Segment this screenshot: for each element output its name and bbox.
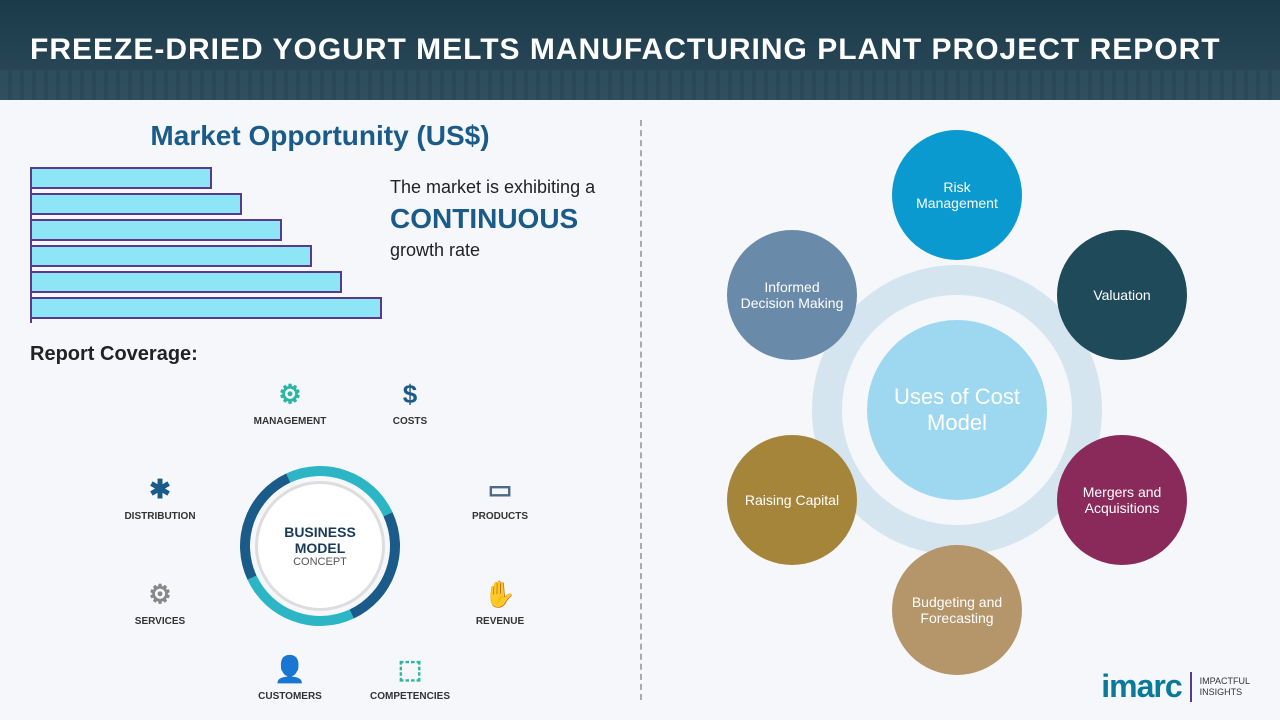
bar [32, 219, 282, 241]
item-icon: ⚙ [142, 576, 178, 612]
item-label: MANAGEMENT [240, 416, 340, 427]
item-label: DISTRIBUTION [110, 511, 210, 522]
business-model-center: BUSINESS MODEL CONCEPT [255, 481, 385, 611]
right-panel: Uses of Cost Model Risk Management Valuat… [642, 100, 1280, 720]
cost-model-center: Uses of Cost Model [867, 320, 1047, 500]
item-icon: ✋ [482, 576, 518, 612]
bar [32, 297, 382, 319]
logo-name: imarc [1101, 668, 1181, 705]
business-model-item: ⚙ SERVICES [110, 576, 210, 627]
item-label: COSTS [360, 416, 460, 427]
content-area: Market Opportunity (US$) The market is e… [0, 100, 1280, 720]
logo-tagline: IMPACTFUL INSIGHTS [1200, 676, 1250, 698]
bar [32, 271, 342, 293]
skyline-decoration [0, 70, 1280, 100]
business-model-item: 👤 CUSTOMERS [240, 651, 340, 702]
bar-chart [30, 167, 370, 323]
caption-line1: The market is exhibiting a [390, 177, 595, 198]
brand-logo: imarc IMPACTFUL INSIGHTS [1101, 668, 1250, 705]
cost-model-node: Informed Decision Making [727, 230, 857, 360]
page-title: FREEZE-DRIED YOGURT MELTS MANUFACTURING … [30, 32, 1221, 68]
coverage-title: Report Coverage: [30, 343, 610, 366]
item-label: COMPETENCIES [360, 691, 460, 702]
item-icon: $ [392, 376, 428, 412]
cost-model-node: Risk Management [892, 130, 1022, 260]
item-label: PRODUCTS [450, 511, 550, 522]
center-text1: BUSINESS [284, 524, 356, 540]
header: FREEZE-DRIED YOGURT MELTS MANUFACTURING … [0, 0, 1280, 100]
logo-tag2: INSIGHTS [1200, 687, 1250, 698]
item-label: CUSTOMERS [240, 691, 340, 702]
left-panel: Market Opportunity (US$) The market is e… [0, 100, 640, 720]
logo-tag1: IMPACTFUL [1200, 676, 1250, 687]
business-model-item: ✱ DISTRIBUTION [110, 471, 210, 522]
item-icon: ▭ [482, 471, 518, 507]
cost-model-node: Raising Capital [727, 435, 857, 565]
center-text2: MODEL [295, 540, 346, 556]
item-label: REVENUE [450, 616, 550, 627]
business-model-item: ▭ PRODUCTS [450, 471, 550, 522]
bar [32, 193, 242, 215]
cost-model-node: Budgeting and Forecasting [892, 545, 1022, 675]
caption-emphasis: CONTINUOUS [390, 203, 595, 235]
business-model-item: ✋ REVENUE [450, 576, 550, 627]
bar [32, 167, 212, 189]
item-label: SERVICES [110, 616, 210, 627]
business-model-item: $ COSTS [360, 376, 460, 427]
market-chart: The market is exhibiting a CONTINUOUS gr… [30, 167, 610, 323]
business-model-item: ⬚ COMPETENCIES [360, 651, 460, 702]
business-model-diagram: BUSINESS MODEL CONCEPT ⚙ MANAGEMENT $ COSTS… [30, 376, 610, 696]
item-icon: ⚙ [272, 376, 308, 412]
item-icon: 👤 [272, 651, 308, 687]
market-title: Market Opportunity (US$) [30, 120, 610, 152]
business-model-item: ⚙ MANAGEMENT [240, 376, 340, 427]
cost-model-node: Mergers and Acquisitions [1057, 435, 1187, 565]
item-icon: ⬚ [392, 651, 428, 687]
cost-center-label: Uses of Cost Model [867, 384, 1047, 436]
cost-model-diagram: Uses of Cost Model Risk Management Valuat… [672, 120, 1252, 700]
bar [32, 245, 312, 267]
center-text3: CONCEPT [293, 556, 347, 568]
item-icon: ✱ [142, 471, 178, 507]
caption-line3: growth rate [390, 240, 595, 261]
chart-caption: The market is exhibiting a CONTINUOUS gr… [390, 167, 595, 261]
logo-divider [1190, 672, 1192, 702]
cost-model-node: Valuation [1057, 230, 1187, 360]
